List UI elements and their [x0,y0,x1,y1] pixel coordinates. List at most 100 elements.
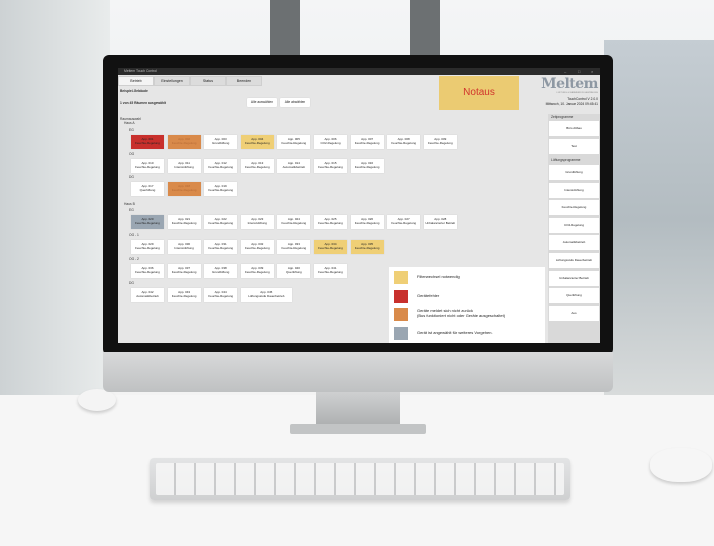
ventilation-program-button[interactable]: Feuchte-Regelung [549,200,599,216]
room-tile[interactable]: App. 034 Feuchte-Regelung [314,240,347,254]
room-tile[interactable]: App. 017 Querlüftung [131,182,164,196]
room-tile[interactable]: App. 043 Feuchte-Regelung [167,288,201,302]
ventilation-program-button[interactable]: Querlüftung [549,288,599,304]
room-mode: Intensivlüftung [247,220,267,225]
room-tile[interactable]: App. 027 Feuchte-Regelung [387,215,421,229]
room-mode: Automatikbetrieb [136,293,159,298]
floor-label: OG - 2 [129,257,139,261]
floor-label: OG [129,152,135,156]
room-tile[interactable]: App. 026 Feuchte-Regelung [350,215,384,229]
close-button[interactable]: × [591,69,594,74]
select-all-button[interactable]: Alle auswählen [247,98,277,107]
room-tile[interactable]: App. 013 Feuchte-Regelung [240,159,274,173]
room-tile[interactable]: App. 018 Feuchte-Regelung [167,182,201,196]
room-mode: Feuchte-Regelung [354,245,380,250]
room-tile[interactable]: App. 005 Feuchte-Regelung [277,135,311,149]
room-name: App. 038 [214,266,227,270]
room-tile[interactable]: App. 036 Feuchte-Regelung [131,264,164,278]
ventilation-program-button[interactable]: Aus [549,305,599,321]
mouse [78,389,116,411]
selection-status: 1 von 45 Räumen ausgewählt [120,101,166,105]
minimize-button[interactable]: – [564,69,567,74]
datetime-text: Mittwoch, 10. Januar 2024 09:45:41 [545,101,598,106]
ventilation-program-button[interactable]: Lüftungsstufe Dauerbetrieb [549,253,599,268]
room-tile[interactable]: App. 035 Feuchte-Regelung [350,240,384,254]
room-mode: Lüftungsstufe Dauerbetrieb [248,293,285,298]
room-tile[interactable]: App. 015 Feuchte-Regelung [314,159,347,173]
room-tile[interactable]: App. 014 Automatikbetrieb [277,159,311,173]
room-tile[interactable]: App. 030 Intensivlüftung [167,240,201,254]
tab-betrieb[interactable]: Betrieb [118,76,154,86]
room-mode: Querlüftung [286,269,302,274]
room-tile[interactable]: App. 003 Grundlüftung [204,135,238,149]
room-tile[interactable]: App. 037 Feuchte-Regelung [167,264,201,278]
legend-text: Filterwechsel notwendig [417,274,460,279]
ventilation-program-button[interactable]: Unbalancierter Betrieb [549,270,599,286]
room-tile[interactable]: App. 011 Intensivlüftung [167,159,201,173]
room-name: App. 015 [324,161,337,165]
room-tile[interactable]: App. 002 Feuchte-Regelung [167,135,201,149]
room-tile[interactable]: App. 021 Feuchte-Regelung [167,215,201,229]
room-mode: Feuchte-Regelung [391,220,417,225]
room-tile[interactable]: App. 006 CO2-Regelung [314,135,347,149]
room-mode: Feuchte-Regelung [244,245,270,250]
ventilation-program-button[interactable]: Intensivlüftung [549,182,599,198]
room-name: App. 011 [178,161,190,165]
version-text: TouchControl V 2.0.0 [567,97,598,101]
room-tile[interactable]: App. 016 Feuchte-Regelung [350,159,384,173]
room-tile[interactable]: App. 042 Automatikbetrieb [131,288,164,302]
room-tile[interactable]: App. 031 Feuchte-Regelung [204,240,238,254]
room-tile[interactable]: App. 039 Feuchte-Regelung [240,264,274,278]
room-tile[interactable]: App. 038 Grundlüftung [204,264,238,278]
room-mode: Feuchte-Regelung [281,220,307,225]
room-mode: Automatikbetrieb [282,164,306,169]
room-name: App. 001 [141,137,154,141]
room-tile[interactable]: App. 024 Feuchte-Regelung [277,215,311,229]
room-name: App. 025 [324,217,337,221]
room-tile[interactable]: App. 010 Feuchte-Regelung [131,159,164,173]
emergency-stop-button[interactable]: Notaus [439,76,519,110]
room-name: App. 012 [214,161,227,165]
room-mode: Feuchte-Regelung [281,245,307,250]
tab-beenden[interactable]: Beenden [226,76,262,86]
room-tile[interactable]: App. 033 Feuchte-Regelung [277,240,311,254]
room-mode: Feuchte-Regelung [171,293,197,298]
ventilation-program-button[interactable]: Automatikbetrieb [549,235,599,251]
room-mode: Feuchte-Regelung [427,140,453,145]
time-program-button[interactable]: Büro Altbau [549,121,599,136]
room-mode: Feuchte-Regelung [244,269,270,274]
ventilation-program-button[interactable]: Grundlüftung [549,165,599,180]
room-tile[interactable]: App. 001 Feuchte-Regelung [131,135,164,149]
room-tile[interactable]: App. 025 Feuchte-Regelung [314,215,347,229]
room-name: App. 020 [141,217,154,221]
room-tile[interactable]: App. 019 Feuchte-Regelung [204,182,238,196]
room-tile[interactable]: App. 009 Feuchte-Regelung [423,135,457,149]
room-tile[interactable]: App. 008 Feuchte-Regelung [387,135,421,149]
room-tile[interactable]: App. 012 Feuchte-Regelung [204,159,238,173]
room-tile[interactable]: App. 032 Feuchte-Regelung [240,240,274,254]
room-name: App. 024 [287,217,300,221]
time-program-button[interactable]: Test [549,138,599,154]
room-tile[interactable]: App. 029 Feuchte-Regelung [131,240,164,254]
version-info: TouchControl V 2.0.0 Mittwoch, 10. Janua… [518,97,598,106]
deselect-all-button[interactable]: Alle abwählen [280,98,310,107]
tab-status[interactable]: Status [190,76,226,86]
room-tile[interactable]: App. 044 Feuchte-Regelung [204,288,238,302]
room-tile[interactable]: App. 004 Feuchte-Regelung [240,135,274,149]
room-tile[interactable]: App. 041 Feuchte-Regelung [314,264,347,278]
room-tile[interactable]: App. 028 Unbalancierter Betrieb [423,215,457,229]
room-tile[interactable]: App. 045 Lüftungsstufe Dauerbetrieb [240,288,292,302]
program-sidebar: Zeitprogramme Lüftungsprogramme Büro Alt… [548,114,600,343]
ventilation-program-button[interactable]: CO2-Regelung [549,217,599,233]
maximize-button[interactable]: □ [578,69,581,74]
tab-einstellungen[interactable]: Einstellungen [154,76,190,86]
room-tile[interactable]: App. 040 Querlüftung [277,264,311,278]
room-tile[interactable]: App. 007 Feuchte-Regelung [350,135,384,149]
room-tile[interactable]: App. 022 Feuchte-Regelung [204,215,238,229]
room-name: App. 044 [214,290,227,294]
room-tile[interactable]: App. 023 Intensivlüftung [240,215,274,229]
room-tile[interactable]: App. 020 Feuchte-Regelung [131,215,164,229]
floor-label: OG - 1 [129,233,139,237]
room-select-label: Raumauswahl [120,117,141,121]
room-mode: Feuchte-Regelung [354,164,380,169]
